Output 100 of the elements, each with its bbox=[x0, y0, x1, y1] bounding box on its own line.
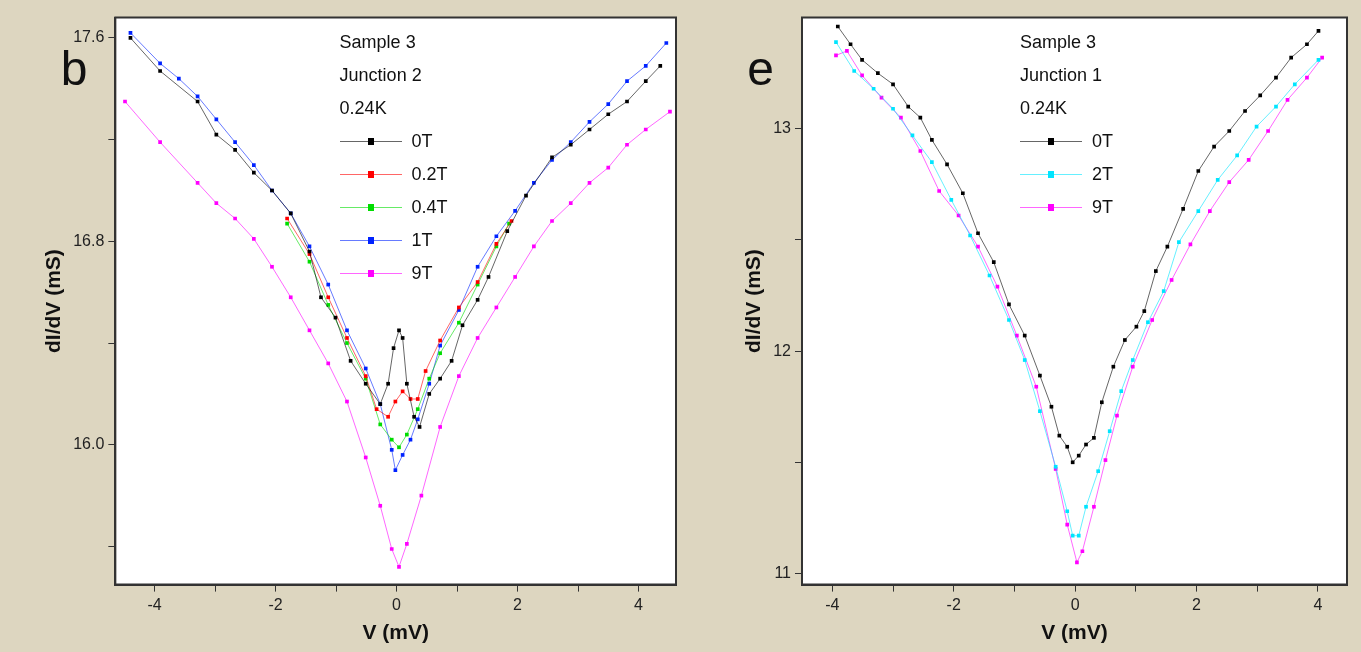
point bbox=[1130, 358, 1135, 362]
point bbox=[860, 58, 864, 62]
point bbox=[1246, 158, 1251, 162]
point bbox=[378, 503, 383, 508]
point bbox=[1305, 42, 1309, 47]
point bbox=[158, 140, 162, 145]
point bbox=[1038, 409, 1042, 413]
y-axis-title: dI/dV (mS) bbox=[41, 249, 65, 354]
point bbox=[415, 407, 420, 411]
point bbox=[345, 341, 349, 345]
point bbox=[1065, 444, 1070, 449]
point bbox=[386, 414, 390, 419]
point bbox=[550, 219, 554, 223]
point bbox=[949, 198, 954, 202]
legend-label: 9T bbox=[411, 261, 433, 285]
point bbox=[457, 320, 461, 325]
x-tick-label: -4 bbox=[147, 595, 162, 613]
point bbox=[1266, 129, 1270, 133]
point bbox=[668, 109, 672, 114]
x-tick-label: -2 bbox=[946, 595, 961, 613]
x-tick-label: 4 bbox=[1313, 595, 1323, 613]
text: e bbox=[747, 41, 774, 95]
point bbox=[1076, 533, 1081, 538]
point bbox=[415, 397, 420, 401]
point bbox=[1227, 129, 1232, 133]
point bbox=[876, 71, 880, 76]
point bbox=[427, 381, 432, 386]
point bbox=[643, 64, 648, 68]
legend-label: 1T bbox=[411, 228, 433, 252]
point bbox=[1099, 400, 1104, 405]
point bbox=[438, 351, 442, 356]
point bbox=[1070, 460, 1075, 465]
point bbox=[319, 295, 323, 300]
point bbox=[252, 163, 256, 167]
point bbox=[568, 201, 573, 206]
point bbox=[643, 79, 648, 83]
point bbox=[891, 106, 895, 111]
point bbox=[389, 448, 394, 452]
point bbox=[937, 189, 941, 193]
y-tick-label: 11 bbox=[774, 563, 792, 581]
point bbox=[345, 336, 349, 340]
point bbox=[1084, 504, 1088, 509]
legend-title: Sample 3 Junction 2 0.24K bbox=[339, 30, 423, 120]
point bbox=[457, 374, 461, 378]
point bbox=[1215, 178, 1220, 182]
point bbox=[1092, 504, 1096, 509]
point bbox=[1177, 240, 1181, 245]
point bbox=[664, 41, 669, 45]
point bbox=[625, 79, 629, 83]
point bbox=[270, 264, 274, 269]
point bbox=[1150, 318, 1155, 322]
point bbox=[1107, 429, 1112, 434]
point bbox=[252, 170, 256, 175]
point bbox=[658, 64, 663, 68]
y-axis-title: dI/dV (mS) bbox=[741, 249, 765, 354]
point bbox=[1196, 169, 1201, 173]
point bbox=[397, 564, 401, 569]
point bbox=[1096, 469, 1101, 474]
legend-label: 0T bbox=[411, 129, 433, 153]
point bbox=[1208, 209, 1212, 213]
x-tick-label: -2 bbox=[268, 595, 283, 613]
point bbox=[976, 231, 980, 236]
point bbox=[1123, 338, 1127, 342]
legend-label: 9T bbox=[1091, 195, 1113, 219]
point bbox=[1153, 269, 1158, 273]
x-tick-label: 0 bbox=[1070, 595, 1080, 613]
y-tick-label: 13 bbox=[773, 119, 792, 137]
point bbox=[1227, 180, 1232, 184]
point bbox=[852, 69, 857, 73]
point bbox=[930, 138, 934, 142]
x-axis-title: V (mV) bbox=[1041, 620, 1108, 644]
point bbox=[389, 437, 394, 442]
point bbox=[513, 209, 517, 213]
point bbox=[1034, 384, 1039, 389]
point bbox=[606, 102, 611, 106]
point bbox=[930, 160, 934, 164]
point bbox=[606, 112, 611, 117]
point bbox=[625, 142, 629, 147]
point bbox=[363, 381, 368, 386]
x-tick-label: 4 bbox=[634, 595, 644, 613]
legend-title: Sample 3 Junction 1 0.24K bbox=[1019, 30, 1104, 120]
point bbox=[513, 275, 517, 279]
point bbox=[405, 542, 409, 546]
point bbox=[1007, 318, 1011, 322]
x-tick-label: -4 bbox=[825, 595, 840, 613]
point bbox=[1130, 364, 1135, 369]
point bbox=[1119, 389, 1124, 393]
point bbox=[1292, 82, 1297, 87]
point bbox=[1065, 509, 1070, 514]
point bbox=[834, 40, 838, 44]
point bbox=[252, 236, 256, 241]
y-tick-label: 16.0 bbox=[73, 435, 105, 453]
x-tick-label: 2 bbox=[513, 595, 523, 613]
point bbox=[326, 295, 331, 300]
point bbox=[1243, 109, 1247, 113]
point bbox=[960, 191, 965, 196]
x-tick-label: 0 bbox=[392, 595, 402, 613]
point bbox=[427, 392, 432, 396]
point bbox=[389, 547, 394, 551]
point bbox=[288, 295, 293, 300]
